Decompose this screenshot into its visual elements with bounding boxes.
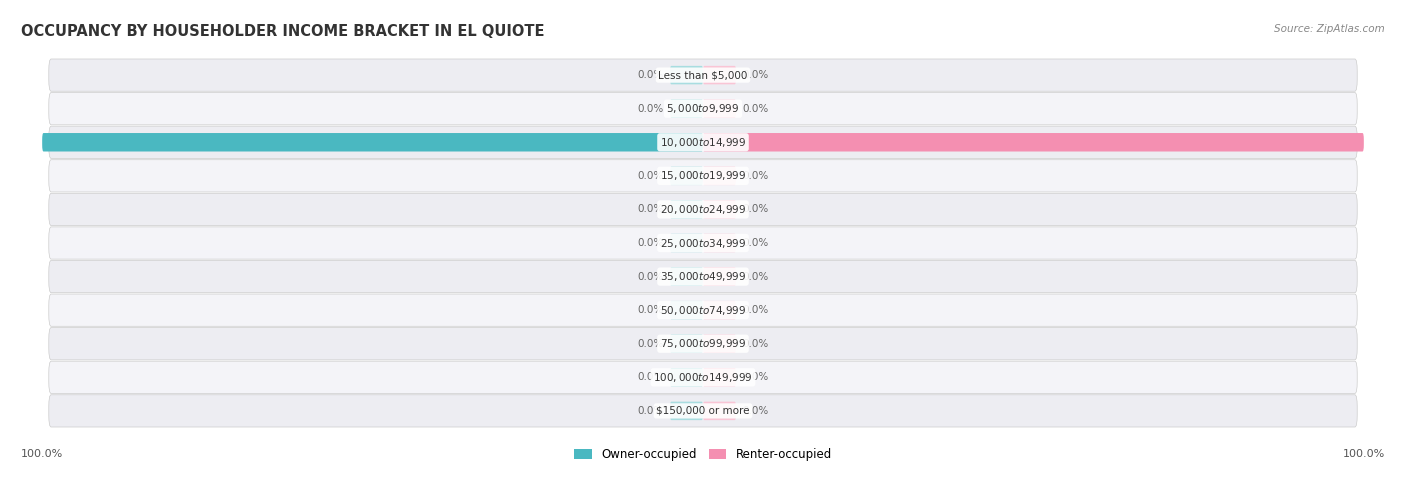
Text: Source: ZipAtlas.com: Source: ZipAtlas.com bbox=[1274, 24, 1385, 35]
FancyBboxPatch shape bbox=[703, 100, 737, 118]
FancyBboxPatch shape bbox=[703, 200, 737, 219]
Text: 0.0%: 0.0% bbox=[742, 104, 769, 114]
FancyBboxPatch shape bbox=[703, 301, 737, 319]
Text: 0.0%: 0.0% bbox=[637, 272, 664, 281]
Text: 0.0%: 0.0% bbox=[742, 171, 769, 181]
Text: $100,000 to $149,999: $100,000 to $149,999 bbox=[654, 371, 752, 384]
FancyBboxPatch shape bbox=[669, 368, 703, 386]
Text: OCCUPANCY BY HOUSEHOLDER INCOME BRACKET IN EL QUIOTE: OCCUPANCY BY HOUSEHOLDER INCOME BRACKET … bbox=[21, 24, 544, 39]
FancyBboxPatch shape bbox=[703, 133, 1364, 152]
Text: 0.0%: 0.0% bbox=[637, 372, 664, 382]
Text: 0.0%: 0.0% bbox=[637, 104, 664, 114]
FancyBboxPatch shape bbox=[49, 160, 1357, 192]
FancyBboxPatch shape bbox=[49, 193, 1357, 226]
Legend: Owner-occupied, Renter-occupied: Owner-occupied, Renter-occupied bbox=[569, 444, 837, 466]
Text: 0.0%: 0.0% bbox=[637, 305, 664, 315]
FancyBboxPatch shape bbox=[703, 167, 737, 185]
Text: 0.0%: 0.0% bbox=[742, 238, 769, 248]
FancyBboxPatch shape bbox=[669, 301, 703, 319]
FancyBboxPatch shape bbox=[703, 234, 737, 252]
Text: $25,000 to $34,999: $25,000 to $34,999 bbox=[659, 237, 747, 249]
FancyBboxPatch shape bbox=[49, 126, 1357, 158]
Text: $5,000 to $9,999: $5,000 to $9,999 bbox=[666, 102, 740, 115]
FancyBboxPatch shape bbox=[669, 267, 703, 286]
Text: 100.0%: 100.0% bbox=[1343, 449, 1385, 459]
Text: $20,000 to $24,999: $20,000 to $24,999 bbox=[659, 203, 747, 216]
Text: 0.0%: 0.0% bbox=[742, 305, 769, 315]
Text: 0.0%: 0.0% bbox=[637, 171, 664, 181]
FancyBboxPatch shape bbox=[49, 294, 1357, 326]
FancyBboxPatch shape bbox=[669, 200, 703, 219]
Text: $50,000 to $74,999: $50,000 to $74,999 bbox=[659, 304, 747, 317]
FancyBboxPatch shape bbox=[669, 401, 703, 420]
Text: $10,000 to $14,999: $10,000 to $14,999 bbox=[659, 136, 747, 149]
Text: $15,000 to $19,999: $15,000 to $19,999 bbox=[659, 169, 747, 182]
FancyBboxPatch shape bbox=[49, 59, 1357, 91]
FancyBboxPatch shape bbox=[703, 401, 737, 420]
Text: $35,000 to $49,999: $35,000 to $49,999 bbox=[659, 270, 747, 283]
Text: 0.0%: 0.0% bbox=[742, 205, 769, 214]
Text: 0.0%: 0.0% bbox=[742, 272, 769, 281]
FancyBboxPatch shape bbox=[49, 92, 1357, 125]
FancyBboxPatch shape bbox=[669, 334, 703, 353]
FancyBboxPatch shape bbox=[49, 227, 1357, 259]
FancyBboxPatch shape bbox=[669, 234, 703, 252]
Text: Less than $5,000: Less than $5,000 bbox=[658, 70, 748, 80]
Text: 0.0%: 0.0% bbox=[637, 406, 664, 416]
FancyBboxPatch shape bbox=[49, 395, 1357, 427]
Text: 0.0%: 0.0% bbox=[637, 238, 664, 248]
Text: 100.0%: 100.0% bbox=[0, 137, 35, 147]
FancyBboxPatch shape bbox=[703, 368, 737, 386]
FancyBboxPatch shape bbox=[669, 66, 703, 85]
FancyBboxPatch shape bbox=[49, 328, 1357, 360]
FancyBboxPatch shape bbox=[669, 100, 703, 118]
FancyBboxPatch shape bbox=[49, 361, 1357, 394]
Text: 0.0%: 0.0% bbox=[637, 339, 664, 349]
Text: $150,000 or more: $150,000 or more bbox=[657, 406, 749, 416]
FancyBboxPatch shape bbox=[703, 267, 737, 286]
FancyBboxPatch shape bbox=[49, 260, 1357, 293]
Text: 0.0%: 0.0% bbox=[742, 406, 769, 416]
Text: 0.0%: 0.0% bbox=[742, 372, 769, 382]
Text: 100.0%: 100.0% bbox=[21, 449, 63, 459]
Text: $75,000 to $99,999: $75,000 to $99,999 bbox=[659, 337, 747, 350]
Text: 0.0%: 0.0% bbox=[742, 339, 769, 349]
FancyBboxPatch shape bbox=[669, 167, 703, 185]
FancyBboxPatch shape bbox=[703, 334, 737, 353]
Text: 0.0%: 0.0% bbox=[742, 70, 769, 80]
FancyBboxPatch shape bbox=[703, 66, 737, 85]
Text: 0.0%: 0.0% bbox=[637, 205, 664, 214]
FancyBboxPatch shape bbox=[42, 133, 703, 152]
Text: 100.0%: 100.0% bbox=[1371, 137, 1406, 147]
Text: 0.0%: 0.0% bbox=[637, 70, 664, 80]
